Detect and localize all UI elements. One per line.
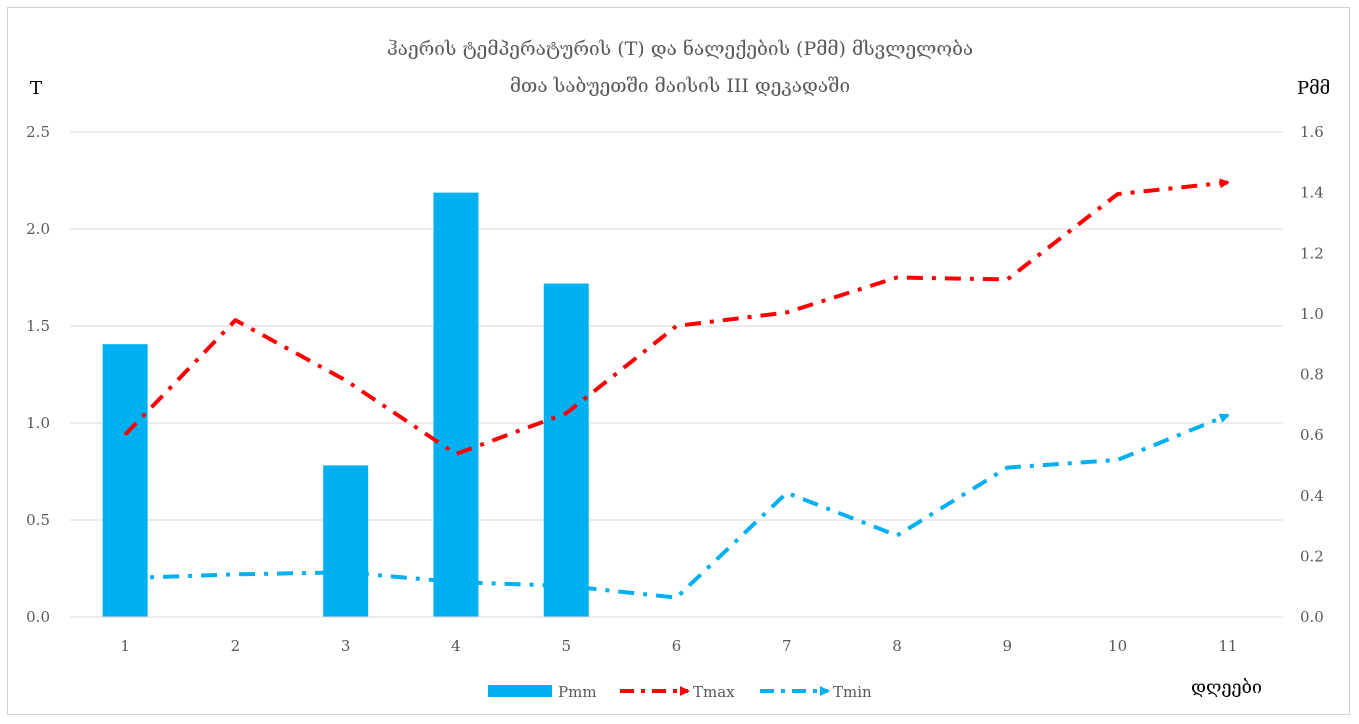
gridlines xyxy=(70,131,1283,521)
x-tick-label: 2 xyxy=(231,637,241,655)
bar-pmm-1 xyxy=(102,344,148,617)
y-axis-left-ticks: 0.0 0.5 1.0 1.5 2.0 2.5 xyxy=(26,123,50,626)
x-tick-label: 10 xyxy=(1108,637,1127,655)
y-axis-right-title: Pმმ xyxy=(1297,78,1330,99)
legend-label-tmin: Tmin xyxy=(833,683,872,701)
pmm-bars xyxy=(102,192,589,617)
series-line-tmin xyxy=(125,413,1230,600)
y-right-tick-label: 1.4 xyxy=(1300,184,1324,202)
y-right-tick-label: 0.6 xyxy=(1300,426,1324,444)
y-axis-left-title: T xyxy=(30,78,42,99)
chart-area xyxy=(7,7,1350,715)
x-tick-label: 11 xyxy=(1218,637,1237,655)
y-axis-right-ticks: 0.0 0.2 0.4 0.6 0.8 1.0 1.2 1.4 1.6 xyxy=(1300,123,1324,626)
y-left-tick-label: 0.5 xyxy=(26,511,50,529)
y-right-tick-label: 0.0 xyxy=(1300,608,1324,626)
y-right-tick-label: 1.6 xyxy=(1300,123,1324,141)
legend-label-tmax: Tmax xyxy=(693,683,735,701)
bar-pmm-3 xyxy=(323,465,369,617)
y-right-tick-label: 0.2 xyxy=(1300,547,1324,565)
chart-title-line1: ჰაერის ტემპერატურის (T) და ნალექების (Pმ… xyxy=(387,38,973,60)
x-tick-label: 8 xyxy=(892,637,902,655)
y-right-tick-label: 1.2 xyxy=(1300,244,1324,262)
x-tick-label: 1 xyxy=(120,637,130,655)
y-right-tick-label: 0.4 xyxy=(1300,487,1324,505)
x-axis-ticks: 1 2 3 4 5 6 7 8 9 10 11 xyxy=(120,637,1237,655)
y-left-tick-label: 2.5 xyxy=(26,123,50,141)
series-line-tmax xyxy=(123,178,1230,457)
x-tick-label: 7 xyxy=(782,637,792,655)
chart-title-line2: მთა საბუეთში მაისის III დეკადაში xyxy=(510,75,850,97)
legend-label-pmm: Pmm xyxy=(558,683,597,701)
legend: Pmm Tmax Tmin xyxy=(488,683,872,701)
x-tick-label: 6 xyxy=(672,637,682,655)
y-left-tick-label: 1.5 xyxy=(26,317,50,335)
x-tick-label: 4 xyxy=(451,637,461,655)
bar-pmm-4 xyxy=(433,192,479,617)
x-tick-label: 9 xyxy=(1003,637,1013,655)
x-tick-label: 5 xyxy=(561,637,571,655)
x-tick-label: 3 xyxy=(341,637,351,655)
legend-swatch-pmm xyxy=(488,685,552,697)
y-right-tick-label: 1.0 xyxy=(1300,305,1324,323)
y-left-tick-label: 0.0 xyxy=(26,608,50,626)
series-lines xyxy=(123,178,1230,600)
y-left-tick-label: 1.0 xyxy=(26,414,50,432)
x-axis-title: დღეები xyxy=(1191,677,1262,698)
y-left-tick-label: 2.0 xyxy=(26,220,50,238)
y-right-tick-label: 0.8 xyxy=(1300,366,1324,384)
bar-pmm-5 xyxy=(543,283,589,617)
